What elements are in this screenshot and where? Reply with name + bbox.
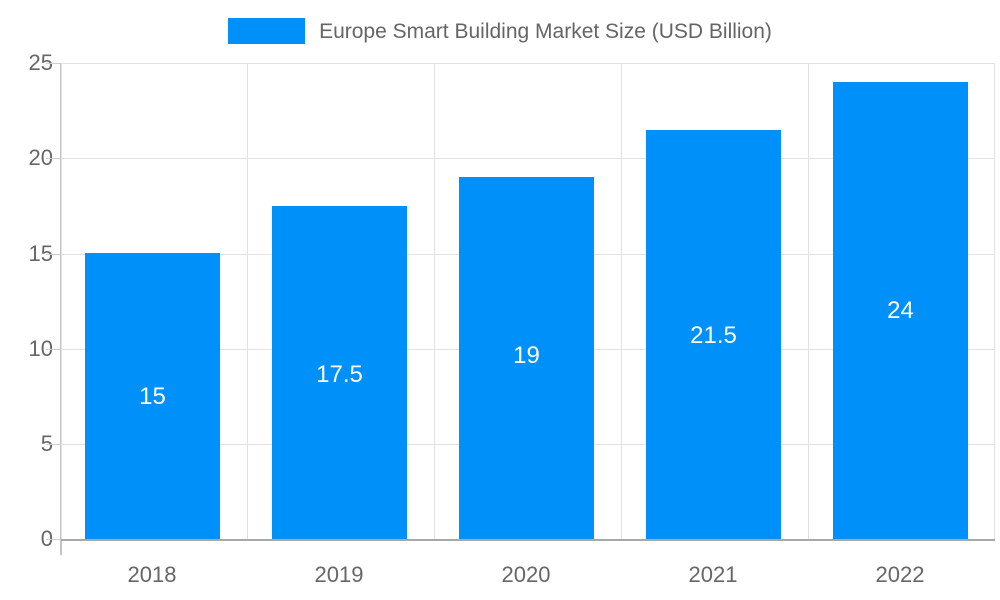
y-tick-label: 20 <box>28 145 53 170</box>
y-tick-label: 0 <box>40 526 53 551</box>
gridline-horizontal <box>61 63 995 64</box>
x-tick-label-2018: 2018 <box>127 562 177 587</box>
bar-2019[interactable] <box>272 205 407 539</box>
x-tick-label-2019: 2019 <box>314 562 364 587</box>
y-tick-mark-icon <box>46 349 60 350</box>
x-tick-label-2021: 2021 <box>688 562 738 587</box>
plot-area: 15 17.5 19 21.5 24 <box>61 63 995 539</box>
y-axis: 25 20 15 10 5 0 <box>0 0 60 600</box>
y-tick-label: 5 <box>40 431 53 456</box>
y-tick-label: 10 <box>28 336 53 361</box>
gridline-horizontal <box>61 158 995 159</box>
bar-2020[interactable] <box>459 177 594 539</box>
x-tick-label-2022: 2022 <box>875 562 925 587</box>
gridline-vertical <box>61 63 62 539</box>
x-tick-label-2020: 2020 <box>501 562 551 587</box>
legend-item-label: Europe Smart Building Market Size (USD B… <box>319 19 772 43</box>
bar-2022[interactable] <box>833 82 968 539</box>
y-tick-mark-icon <box>46 63 60 64</box>
bar-value-label-2018: 15 <box>139 383 166 410</box>
gridline-vertical <box>434 63 435 539</box>
gridline-vertical <box>808 63 809 539</box>
bar-2021[interactable] <box>646 129 781 539</box>
x-axis-line <box>61 539 995 541</box>
y-tick-mark-icon <box>46 158 60 159</box>
y-tick-mark-icon <box>46 254 60 255</box>
y-tick-label: 25 <box>28 50 53 75</box>
legend-item-europe-smart-building[interactable]: Europe Smart Building Market Size (USD B… <box>228 18 772 44</box>
y-tick-mark-icon <box>46 444 60 445</box>
bar-value-label-2020: 19 <box>513 342 540 369</box>
legend-color-swatch-icon <box>228 18 306 44</box>
chart-legend: Europe Smart Building Market Size (USD B… <box>0 14 1000 48</box>
y-tick-mark-icon <box>46 539 60 540</box>
y-tick-label: 15 <box>28 241 53 266</box>
bar-value-label-2021: 21.5 <box>690 322 737 349</box>
bar-value-label-2019: 17.5 <box>316 361 363 388</box>
gridline-vertical <box>994 63 995 539</box>
bar-value-label-2022: 24 <box>887 297 914 324</box>
gridline-vertical <box>621 63 622 539</box>
gridline-vertical <box>247 63 248 539</box>
bar-2018[interactable] <box>85 253 220 539</box>
